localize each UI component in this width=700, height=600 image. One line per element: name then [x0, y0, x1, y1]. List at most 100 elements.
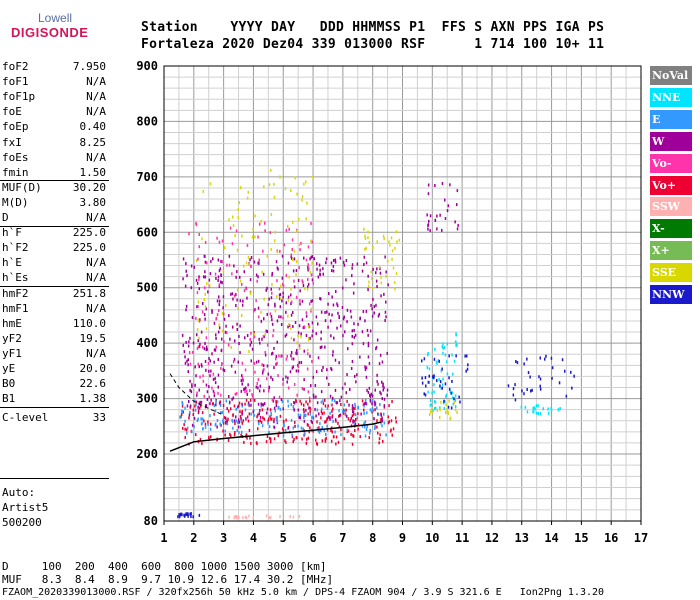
echo-point	[266, 407, 269, 411]
echo-point	[311, 321, 314, 325]
echo-point	[209, 182, 212, 186]
echo-point	[380, 413, 382, 417]
param-row: fmin 1.50	[2, 166, 106, 180]
echo-point	[441, 386, 443, 390]
echo-point	[232, 215, 234, 219]
echo-point	[455, 333, 457, 337]
echo-point	[244, 408, 247, 412]
echo-point	[276, 279, 278, 283]
echo-point	[201, 442, 203, 446]
echo-point	[366, 388, 368, 392]
echo-point	[303, 387, 305, 391]
echo-point	[194, 383, 196, 387]
echo-point	[188, 232, 190, 236]
echo-point	[332, 264, 335, 268]
echo-point	[339, 399, 341, 403]
echo-point	[439, 384, 441, 388]
echo-point	[539, 387, 542, 391]
echo-point	[194, 404, 196, 408]
echo-point	[268, 183, 271, 187]
echo-point	[282, 316, 284, 320]
param-value: N/A	[86, 346, 106, 360]
echo-point	[208, 278, 211, 282]
echo-point	[539, 412, 542, 416]
echo-point	[374, 400, 376, 404]
echo-point	[196, 419, 199, 423]
echo-point	[263, 297, 265, 301]
echo-point	[217, 358, 219, 361]
echo-point	[451, 353, 453, 357]
echo-point	[198, 406, 201, 410]
echo-point	[310, 239, 312, 243]
echo-point	[246, 243, 249, 247]
echo-point	[364, 365, 366, 369]
echo-point	[213, 412, 215, 416]
param-key: MUF(D)	[2, 180, 42, 194]
echo-point	[334, 430, 336, 434]
echo-point	[207, 422, 209, 426]
echo-point	[251, 393, 253, 397]
echo-point	[208, 395, 210, 399]
echo-point	[293, 257, 296, 261]
echo-point	[376, 240, 378, 244]
echo-point	[356, 373, 358, 377]
echo-point	[183, 350, 186, 354]
echo-point	[385, 270, 387, 274]
echo-point	[359, 316, 361, 320]
echo-point	[215, 400, 217, 404]
echo-point	[381, 360, 384, 364]
echo-point	[297, 413, 300, 417]
echo-point	[544, 357, 546, 361]
echo-point	[438, 378, 440, 381]
param-value: 1.38	[79, 392, 107, 406]
echo-point	[433, 357, 436, 361]
echo-point	[369, 329, 372, 333]
echo-point	[447, 410, 449, 414]
echo-point	[362, 310, 365, 313]
echo-point	[241, 404, 243, 408]
echo-point	[377, 382, 379, 386]
echo-point	[205, 404, 207, 408]
echo-point	[262, 364, 265, 368]
echo-point	[533, 406, 536, 410]
echo-point	[238, 516, 240, 520]
echo-point	[202, 374, 204, 378]
echo-point	[257, 275, 259, 279]
echo-point	[375, 279, 378, 283]
echo-point	[353, 412, 355, 416]
echo-point	[308, 337, 310, 340]
echo-point	[340, 324, 342, 328]
echo-point	[195, 316, 197, 320]
echo-point	[192, 341, 195, 345]
echo-point	[239, 414, 242, 418]
echo-point	[332, 303, 335, 307]
echo-point	[186, 359, 188, 363]
echo-point	[312, 329, 314, 333]
x-tick-label: 14	[544, 531, 558, 545]
echo-point	[222, 269, 225, 273]
echo-point	[212, 377, 215, 381]
echo-point	[221, 337, 223, 341]
param-key: yF1	[2, 346, 22, 360]
echo-point	[249, 389, 251, 393]
echo-point	[334, 358, 337, 362]
echo-point	[338, 361, 340, 365]
y-tick-label: 600	[136, 225, 158, 239]
param-value: N/A	[86, 90, 106, 104]
echo-point	[309, 336, 311, 340]
echo-point	[320, 410, 323, 414]
echo-point	[299, 248, 301, 252]
echo-point	[447, 411, 450, 415]
echo-point	[300, 241, 302, 245]
echo-point	[291, 433, 293, 437]
echo-point	[427, 390, 429, 394]
echo-point	[210, 435, 212, 439]
echo-point	[234, 339, 236, 343]
echo-point	[198, 345, 201, 349]
echo-point	[542, 407, 544, 411]
echo-point	[274, 304, 276, 308]
echo-point	[257, 261, 259, 265]
echo-point	[242, 516, 244, 520]
echo-point	[204, 359, 207, 363]
echo-point	[429, 399, 432, 403]
